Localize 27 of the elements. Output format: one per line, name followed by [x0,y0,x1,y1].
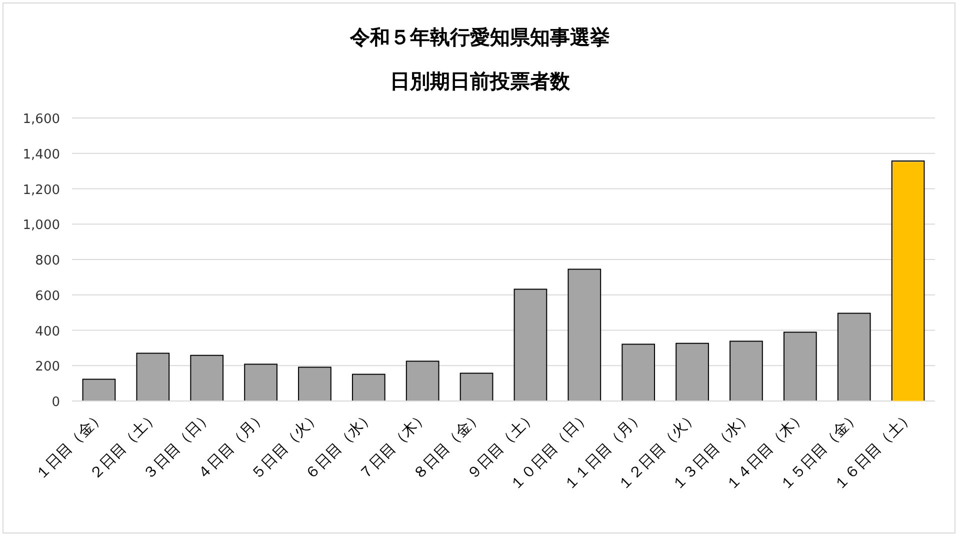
y-tick-label: 1,200 [22,182,60,198]
bar [82,378,116,402]
bar [622,344,656,402]
y-tick-label: 800 [35,254,60,268]
bar [837,312,871,402]
y-tick-label: 0 [52,395,60,410]
bar [514,288,548,402]
y-tick-label: 200 [35,360,60,375]
chart-subtitle: 日別期日前投票者数 [390,69,571,93]
y-tick-label: 400 [35,324,60,340]
bar [568,268,602,402]
y-tick-label: 1,600 [22,112,60,127]
y-tick-label: 600 [35,288,60,304]
y-tick-label: 1,400 [22,147,60,162]
bar [730,340,763,402]
bar [298,366,332,402]
bar [891,160,925,402]
bar [136,352,170,402]
bar [244,364,278,402]
bar [676,342,709,402]
chart-title: 令和５年執行愛知県知事選挙 [349,25,610,49]
bar [460,372,494,402]
bar [190,354,224,402]
y-tick-label: 1,000 [22,218,60,234]
bar [406,360,440,402]
bar [783,332,817,402]
bar [352,374,386,402]
